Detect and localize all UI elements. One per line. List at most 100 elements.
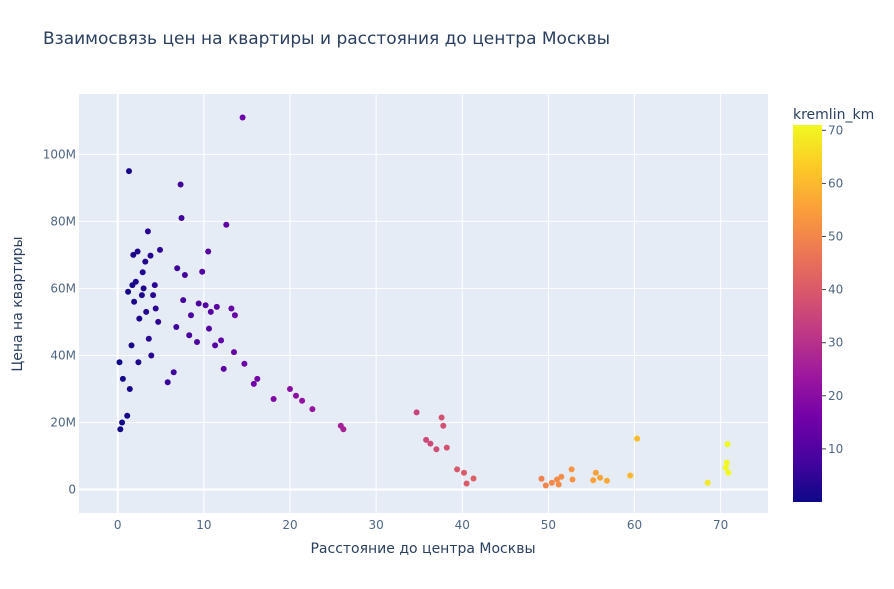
x-tick-label: 40: [455, 518, 470, 532]
x-tick-label: 50: [541, 518, 556, 532]
data-point: [239, 114, 246, 121]
data-point: [538, 475, 545, 482]
data-point: [181, 272, 188, 278]
data-point: [131, 298, 138, 305]
colorbar-tick-label: 60: [828, 176, 843, 190]
data-point: [590, 477, 597, 484]
data-point: [117, 426, 124, 433]
data-point: [603, 477, 610, 484]
data-point: [126, 386, 133, 392]
data-point: [155, 318, 162, 325]
colorbar-title: kremlin_km: [793, 107, 874, 123]
data-point: [223, 221, 230, 228]
data-point: [627, 472, 634, 479]
colorbar-tick-label: 70: [828, 123, 843, 137]
colorbar-tick-label: 50: [828, 230, 843, 244]
data-point: [142, 258, 149, 265]
data-point: [443, 444, 450, 451]
data-point: [725, 469, 732, 476]
data-point: [592, 469, 599, 476]
plot-area: [79, 94, 768, 513]
data-point: [555, 481, 562, 488]
data-point: [178, 215, 185, 221]
data-point: [597, 474, 604, 481]
data-point: [270, 396, 277, 402]
colorbar-tick-label: 40: [828, 283, 843, 297]
chart-title: Взаимосвязь цен на квартиры и расстояния…: [43, 29, 610, 49]
data-point: [634, 435, 641, 442]
data-point: [213, 303, 220, 310]
data-point: [136, 315, 143, 322]
data-point: [148, 352, 155, 359]
data-point: [202, 302, 209, 309]
data-point: [130, 251, 137, 258]
y-tick-label: 0: [68, 483, 76, 497]
data-point: [723, 459, 730, 466]
data-point: [124, 412, 131, 419]
data-point: [427, 440, 434, 447]
data-point: [173, 324, 180, 330]
data-point: [423, 436, 430, 443]
data-point: [119, 375, 126, 382]
data-point: [151, 282, 158, 289]
y-axis-ticks: 0 20M 40M 60M 80M 100M: [43, 147, 76, 496]
data-point: [188, 312, 194, 319]
data-point: [548, 479, 555, 486]
data-point: [145, 335, 152, 342]
data-point: [413, 409, 420, 416]
data-point: [340, 426, 347, 433]
data-point: [205, 248, 212, 255]
data-point: [144, 228, 151, 235]
data-point: [186, 332, 193, 339]
colorbar-tick-label: 30: [828, 336, 843, 350]
data-point: [180, 297, 187, 304]
data-point: [440, 422, 447, 429]
x-tick-label: 70: [713, 518, 728, 532]
x-axis-ticks: 0 10 20 30 40 50 60 70: [114, 518, 728, 532]
data-point: [722, 464, 729, 471]
data-point: [152, 305, 159, 312]
data-point: [220, 365, 227, 372]
data-point: [231, 312, 238, 319]
y-tick-label: 40M: [50, 348, 76, 362]
data-point: [724, 441, 731, 448]
data-point: [143, 308, 150, 315]
y-tick-label: 80M: [50, 214, 76, 228]
data-point: [433, 446, 440, 453]
data-point: [704, 479, 711, 486]
data-point: [241, 360, 248, 367]
data-point: [287, 386, 293, 392]
colorbar-tick-label: 20: [828, 389, 843, 403]
data-point: [132, 278, 139, 285]
data-point: [157, 246, 163, 253]
colorbar-ticks: 10 20 30 40 50 60 70: [822, 123, 843, 456]
grid-layer: [79, 94, 768, 513]
data-point: [195, 300, 202, 307]
data-point: [207, 308, 214, 315]
data-point: [147, 252, 154, 259]
x-tick-label: 60: [627, 518, 642, 532]
x-tick-label: 20: [282, 518, 297, 532]
data-point: [250, 380, 257, 387]
data-point: [125, 288, 132, 295]
x-tick-label: 10: [196, 518, 211, 532]
data-point: [463, 480, 470, 487]
data-point: [470, 475, 477, 482]
data-point: [454, 466, 461, 473]
data-point: [293, 392, 299, 399]
y-tick-label: 20M: [50, 415, 76, 429]
data-point: [194, 339, 200, 345]
data-point: [139, 269, 146, 276]
data-point: [558, 473, 565, 480]
data-point: [140, 285, 147, 292]
data-point: [309, 406, 316, 413]
data-point: [554, 476, 560, 483]
data-point: [128, 342, 135, 349]
points-layer: [116, 114, 732, 489]
data-point: [218, 337, 225, 344]
data-point: [299, 397, 306, 404]
data-point: [228, 305, 235, 312]
data-point: [461, 469, 467, 476]
data-point: [138, 292, 145, 299]
